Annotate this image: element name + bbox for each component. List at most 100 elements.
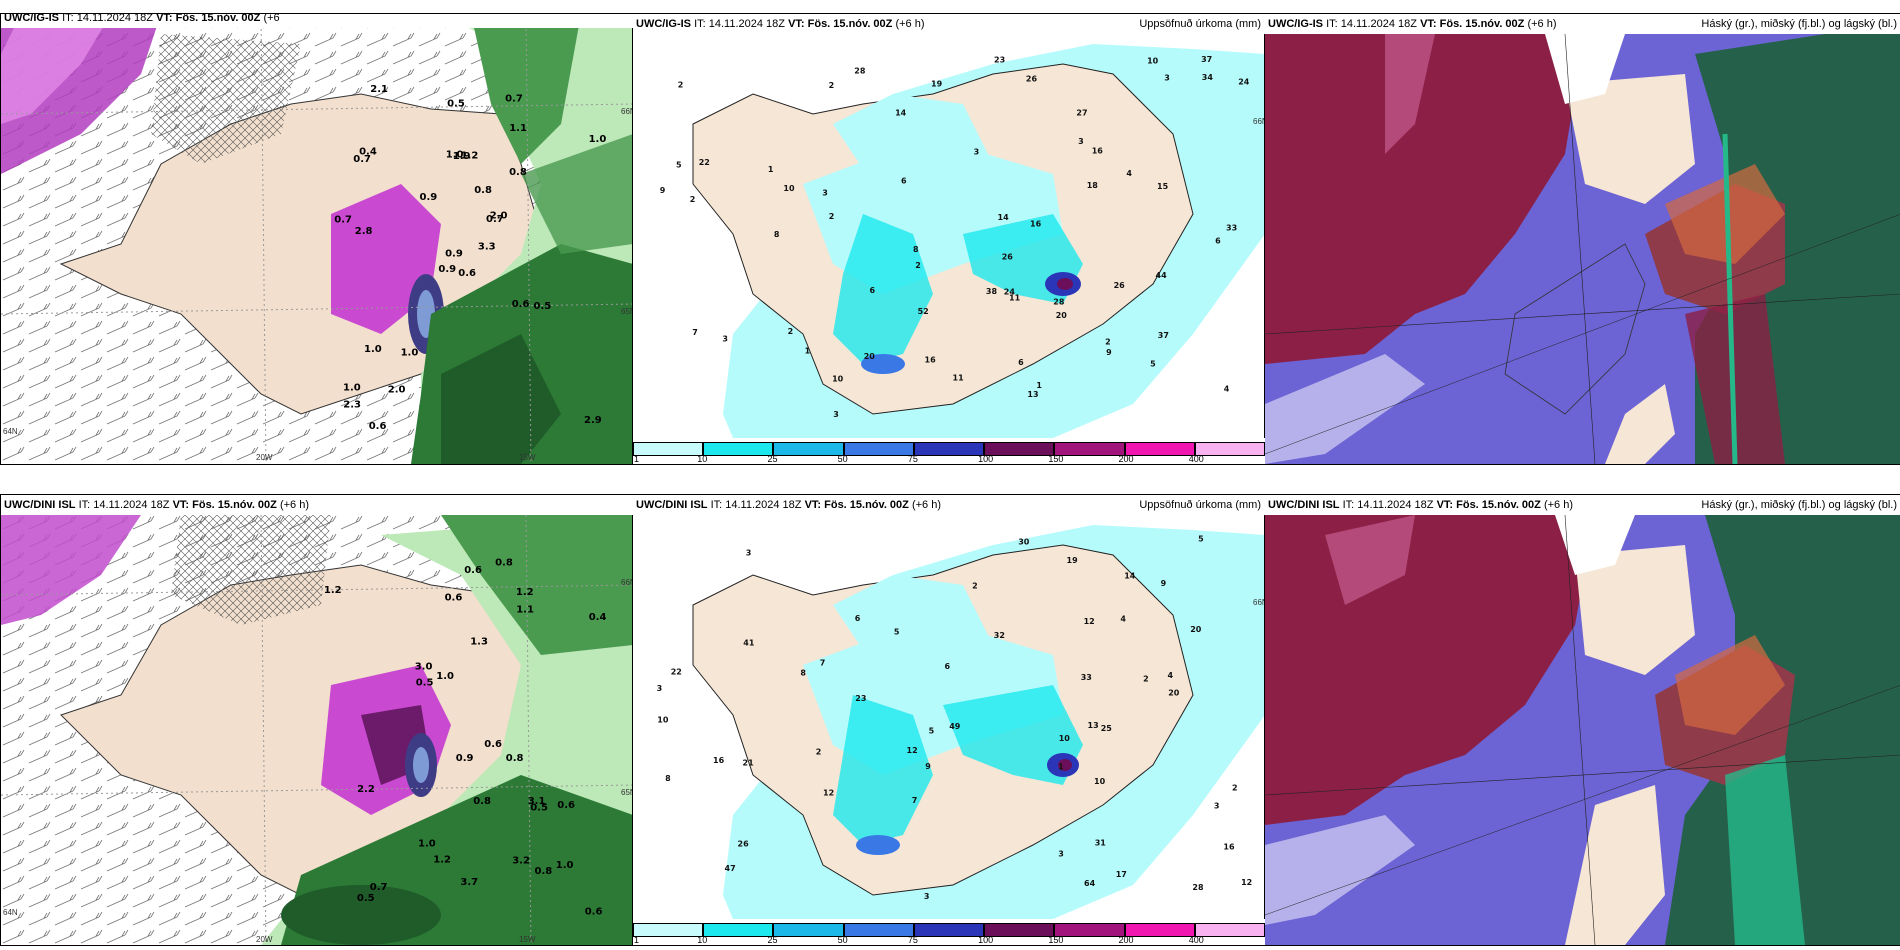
- map-value-label: 3: [1214, 802, 1220, 811]
- map-value-label: 25: [1101, 724, 1113, 733]
- map-value-label: 6: [1018, 358, 1024, 367]
- model-name: UWC/DINI ISL: [1268, 499, 1340, 511]
- map-value-label: 0.8: [474, 185, 492, 196]
- it-value: 14.11.2024 18Z: [76, 13, 153, 24]
- map-value-label: 8: [913, 245, 919, 254]
- map-value-label: 3: [822, 189, 828, 198]
- cloud-cover-map: [1265, 34, 1900, 464]
- map-value-label: 9: [660, 186, 666, 195]
- vt-value: Fös. 15.nóv. 00Z: [1439, 18, 1525, 30]
- map-value-label: 6: [1215, 237, 1221, 246]
- map-value-label: 26: [1114, 281, 1126, 290]
- map-value-label: 2: [816, 747, 822, 756]
- map-value-label: 64: [1084, 879, 1096, 888]
- colorbar-swatch: [843, 442, 914, 456]
- map-value-label: 16: [925, 355, 937, 364]
- map-value-label: 0.5: [416, 678, 434, 689]
- map-value-label: 3.2: [512, 856, 530, 867]
- lead-time: (+6 h): [279, 499, 310, 511]
- it-label: IT:: [694, 18, 706, 30]
- map-value-label: 23: [855, 694, 866, 703]
- map-value-label: 0.9: [445, 248, 463, 259]
- map-value-label: 3: [1058, 850, 1064, 859]
- map-value-label: 34: [1202, 73, 1214, 82]
- map-value-label: 3: [1078, 137, 1084, 146]
- map-value-label: 33: [1081, 673, 1092, 682]
- colorbar-label: 75: [907, 454, 918, 464]
- it-value: 14.11.2024 18Z: [1357, 499, 1434, 511]
- map-value-label: 8: [800, 669, 806, 678]
- map-value-label: 1.0: [343, 382, 361, 393]
- map-value-label: 0.7: [370, 882, 388, 893]
- map-value-label: 1.0: [446, 150, 464, 161]
- map-value-label: 0.8: [509, 167, 527, 178]
- panel-bottom-mid: UWC/DINI ISL IT: 14.11.2024 18Z VT: Fös.…: [632, 494, 1266, 946]
- map-value-label: 49: [949, 722, 961, 731]
- map-value-label: 24: [1238, 78, 1250, 87]
- map-value-label: 0.6: [369, 421, 387, 432]
- map-value-label: 13: [1027, 390, 1038, 399]
- map-value-label: 5: [676, 160, 682, 169]
- map-value-label: 1.0: [401, 347, 419, 358]
- map-value-label: 3: [924, 892, 930, 901]
- axis-label-lat: 65N: [621, 307, 633, 316]
- map-value-label: 22: [671, 667, 682, 676]
- map-value-label: 13: [1088, 721, 1099, 730]
- it-value: 14.11.2024 18Z: [1340, 18, 1417, 30]
- map-value-label: 3.7: [460, 877, 478, 888]
- map-value-label: 0.9: [420, 192, 438, 203]
- map-value-label: 33: [1226, 224, 1237, 233]
- colorbar-swatch: [1124, 442, 1195, 456]
- map-area: 0.6 0.7 0.9 1.0 0.7 1.0 0.7 1.2 1.1 3.3 2.1 2.9 2.8 1…: [1, 14, 633, 464]
- panel-top-right: UWC/IG-IS IT: 14.11.2024 18Z VT: Fös. 15…: [1264, 13, 1900, 465]
- map-value-label: 2.8: [355, 226, 373, 237]
- map-value-label: 0.5: [534, 301, 552, 312]
- map-value-label: 14: [1124, 572, 1136, 581]
- map-value-label: 7: [820, 658, 826, 667]
- colorbar-swatch: [913, 923, 985, 937]
- precip-phase-map: 0.6 0.7 0.9 1.0 0.7 1.0 0.7 1.2 1.1 3.3 2.1 2.9 2.8 1…: [1, 14, 633, 464]
- map-value-label: 30: [1018, 538, 1030, 547]
- map-value-label: 47: [725, 864, 736, 873]
- colorbar-swatch: [1194, 923, 1265, 937]
- map-value-label: 9: [925, 762, 931, 771]
- map-value-label: 31: [1095, 838, 1107, 847]
- map-value-label: 9: [1161, 579, 1167, 588]
- map-value-label: 3: [974, 147, 980, 156]
- vt-value: Fös. 15.nóv. 00Z: [1456, 499, 1541, 511]
- vt-label: VT:: [172, 499, 190, 511]
- map-value-label: 1.0: [589, 134, 607, 145]
- axis-label-lat: 66N: [1253, 598, 1265, 607]
- axis-label-lon: 20W: [256, 935, 273, 944]
- vt-value: Fös. 15.nóv. 00Z: [824, 499, 909, 511]
- map-value-label: 0.5: [357, 893, 375, 904]
- map-value-label: 1.1: [516, 604, 534, 615]
- map-value-label: 4: [1168, 671, 1174, 680]
- map-value-label: 12: [1084, 617, 1095, 626]
- map-value-label: 10: [832, 374, 844, 383]
- map-value-label: 14: [895, 109, 907, 118]
- map-value-label: 17: [1116, 870, 1127, 879]
- it-label: IT:: [710, 499, 723, 511]
- map-value-label: 37: [1158, 331, 1169, 340]
- it-value: 14.11.2024 18Z: [93, 499, 170, 511]
- axis-label-lon: 15W: [519, 935, 536, 944]
- map-value-label: 8: [774, 230, 780, 239]
- map-value-label: 14: [998, 213, 1010, 222]
- map-value-label: 0.7: [353, 154, 371, 165]
- colorbar: 1 10 25 50 75 100 150 200 400: [633, 438, 1265, 464]
- map-value-label: 3: [722, 335, 728, 344]
- map-value-label: 11: [953, 373, 965, 382]
- map-value-label: 0.5: [447, 99, 465, 110]
- map-value-label: 1.2: [461, 151, 479, 162]
- model-name: UWC/DINI ISL: [636, 499, 708, 511]
- colorbar-label: 50: [837, 454, 848, 464]
- axis-label-lat: 64N: [3, 908, 18, 917]
- map-value-label: 21: [743, 759, 755, 768]
- map-value-label: 52: [918, 307, 929, 316]
- map-value-label: 2: [1143, 675, 1149, 684]
- map-value-label: 6: [945, 662, 951, 671]
- panel-header: UWC/IG-IS IT: 14.11.2024 18Z VT: Fös. 15…: [1265, 14, 1900, 34]
- map-value-label: 2: [915, 261, 921, 270]
